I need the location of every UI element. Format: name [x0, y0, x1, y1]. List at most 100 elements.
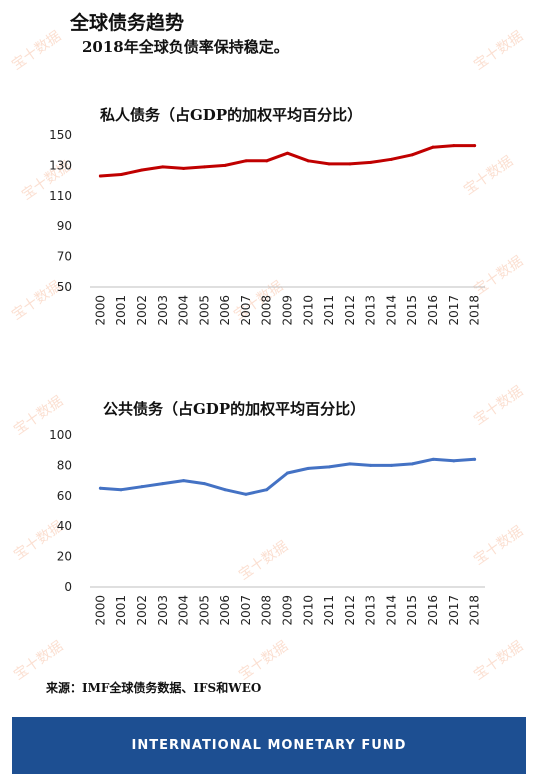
public-debt-data-point — [431, 457, 435, 461]
watermark: 宝十数据 — [9, 28, 65, 74]
public-debt-y-tick-label: 0 — [64, 580, 72, 594]
private-debt-x-tick-label: 2013 — [364, 295, 378, 326]
private-debt-data-point — [265, 159, 269, 163]
private-debt-x-tick-label: 2002 — [135, 295, 149, 326]
public-debt-x-tick-label: 2002 — [135, 595, 149, 626]
public-debt-y-tick-label: 20 — [57, 550, 72, 564]
public-debt-y-tick-label: 60 — [57, 489, 72, 503]
private-debt-data-point — [327, 162, 331, 166]
public-debt-y-tick-label: 100 — [49, 428, 72, 442]
public-debt-x-tick-label: 2012 — [343, 595, 357, 626]
private-debt-data-point — [348, 162, 352, 166]
public-debt-y-tick-label: 40 — [57, 519, 72, 533]
public-debt-x-tick-label: 2015 — [405, 595, 419, 626]
public-debt-data-point — [202, 482, 206, 486]
private-debt-x-tick-label: 2011 — [322, 295, 336, 326]
private-debt-data-point — [119, 173, 123, 177]
private-debt-data-point — [223, 163, 227, 167]
public-debt-x-tick-label: 2009 — [281, 595, 295, 626]
public-debt-data-point — [265, 488, 269, 492]
public-debt-chart: 0 20 40 60 80 100 2000 2001 2002 2003 2004 2005 2006… — [49, 428, 485, 626]
private-debt-x-tick-label: 2005 — [197, 295, 211, 326]
private-debt-y-tick-label: 150 — [49, 128, 72, 142]
private-debt-data-point — [369, 160, 373, 164]
private-debt-data-point — [306, 159, 310, 163]
private-debt-x-tick-label: 2004 — [177, 295, 191, 326]
public-debt-x-tick-label: 2010 — [301, 595, 315, 626]
page-title: 全球债务趋势 — [70, 12, 185, 34]
public-debt-data-point — [182, 479, 186, 483]
private-debt-x-tick-label: 2012 — [343, 295, 357, 326]
private-debt-y-tick-label: 90 — [57, 219, 72, 233]
private-debt-chart-title: 私人债务（占GDP的加权平均百分比） — [100, 106, 363, 124]
private-debt-x-tick-label: 2001 — [114, 295, 128, 326]
public-debt-x-tick-label: 2011 — [322, 595, 336, 626]
private-debt-data-point — [431, 145, 435, 149]
private-debt-x-tick-label: 2006 — [218, 295, 232, 326]
public-debt-data-point — [348, 462, 352, 466]
private-debt-x-tick-label: 2003 — [156, 295, 170, 326]
private-debt-x-tick-label: 2000 — [93, 295, 107, 326]
public-debt-data-point — [452, 459, 456, 463]
private-debt-y-tick-label: 70 — [57, 250, 72, 264]
private-debt-data-point — [161, 165, 165, 169]
private-debt-data-point — [244, 159, 248, 163]
public-debt-x-tick-label: 2003 — [156, 595, 170, 626]
page-subtitle: 2018年全球负债率保持稳定。 — [82, 38, 289, 56]
private-debt-data-point — [202, 165, 206, 169]
public-debt-data-point — [410, 462, 414, 466]
public-debt-data-point — [161, 482, 165, 486]
public-debt-data-point — [286, 471, 289, 475]
private-debt-x-tick-label: 2009 — [281, 295, 295, 326]
public-debt-data-point — [369, 463, 373, 467]
private-debt-x-tick-label: 2007 — [239, 295, 253, 326]
private-debt-data-point — [140, 168, 144, 172]
source-note: 来源：IMF全球债务数据、IFS和WEO — [46, 681, 262, 695]
watermark: 宝十数据 — [471, 28, 527, 74]
footer-banner: INTERNATIONAL MONETARY FUND — [12, 717, 526, 774]
private-debt-data-point — [473, 144, 477, 148]
public-debt-data-point — [473, 457, 477, 461]
footer-label: INTERNATIONAL MONETARY FUND — [131, 738, 407, 753]
private-debt-data-point — [389, 157, 393, 161]
public-debt-data-point — [223, 488, 227, 492]
public-debt-x-tick-label: 2005 — [197, 595, 211, 626]
private-debt-data-point — [98, 174, 102, 178]
private-debt-series-line — [98, 144, 477, 178]
private-debt-x-tick-label: 2015 — [405, 295, 419, 326]
private-debt-y-tick-label: 130 — [49, 158, 72, 172]
private-debt-data-point — [182, 166, 186, 170]
public-debt-x-tick-label: 2013 — [364, 595, 378, 626]
public-debt-data-point — [327, 465, 331, 469]
public-debt-data-point — [244, 492, 248, 496]
public-debt-x-tick-label: 2006 — [218, 595, 232, 626]
public-debt-x-tick-label: 2016 — [426, 595, 440, 626]
public-debt-x-tick-label: 2001 — [114, 595, 128, 626]
public-debt-data-point — [389, 463, 393, 467]
private-debt-x-tick-label: 2014 — [384, 295, 398, 326]
private-debt-y-tick-label: 110 — [49, 189, 72, 203]
public-debt-x-tick-label: 2017 — [447, 595, 461, 626]
private-debt-x-tick-label: 2008 — [260, 295, 274, 326]
private-debt-data-point — [410, 153, 414, 157]
private-debt-data-point — [286, 151, 289, 155]
private-debt-y-tick-label: 50 — [57, 280, 72, 294]
public-debt-x-tick-label: 2004 — [177, 595, 191, 626]
private-debt-chart: 50 70 90 110 130 150 2000 2001 2002 2003 2004 2005 2… — [49, 128, 485, 326]
public-debt-x-tick-label: 2000 — [93, 595, 107, 626]
public-debt-y-tick-label: 80 — [57, 458, 72, 472]
public-debt-data-point — [98, 486, 102, 490]
public-debt-x-tick-label: 2014 — [384, 595, 398, 626]
private-debt-data-point — [452, 144, 456, 148]
public-debt-data-point — [140, 485, 144, 489]
public-debt-series-line — [98, 457, 477, 496]
public-debt-chart-title: 公共债务（占GDP的加权平均百分比） — [103, 400, 366, 418]
public-debt-data-point — [119, 488, 123, 492]
private-debt-x-tick-label: 2017 — [447, 295, 461, 326]
private-debt-x-tick-label: 2010 — [301, 295, 315, 326]
private-debt-x-tick-label: 2016 — [426, 295, 440, 326]
public-debt-x-tick-label: 2018 — [468, 595, 482, 626]
public-debt-x-tick-label: 2007 — [239, 595, 253, 626]
public-debt-x-tick-label: 2008 — [260, 595, 274, 626]
public-debt-data-point — [306, 466, 310, 470]
